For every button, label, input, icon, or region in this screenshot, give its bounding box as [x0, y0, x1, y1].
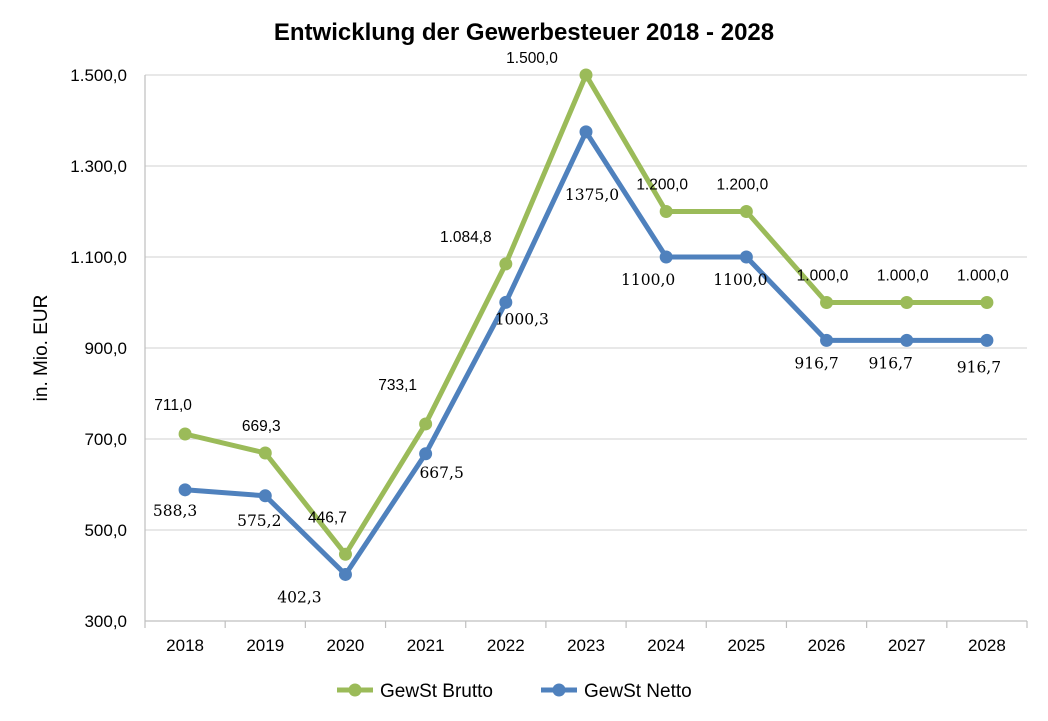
x-tick-label: 2020: [327, 636, 365, 655]
data-point: [820, 333, 834, 347]
data-point: [258, 446, 272, 460]
legend-label: GewSt Netto: [584, 681, 692, 702]
data-labels: 711,0 669,3 446,7 733,1 1.084,8 1.500,0 1.200,…: [153, 50, 1009, 606]
legend: GewSt Brutto GewSt Netto: [337, 681, 692, 702]
series-line-brutto: [182, 72, 990, 557]
data-point: [499, 295, 513, 309]
data-point: [258, 489, 272, 503]
x-tick-label: 2019: [246, 636, 284, 655]
data-point: [338, 547, 352, 561]
x-tick-label: 2025: [727, 636, 765, 655]
chart-title: Entwicklung der Gewerbesteuer 2018 - 202…: [274, 19, 774, 46]
data-label: 711,0: [154, 397, 192, 414]
legend-marker: [348, 683, 362, 697]
data-point: [659, 250, 673, 264]
data-point: [980, 296, 994, 309]
data-label: 1100,0: [713, 271, 767, 289]
data-label: 1.000,0: [877, 268, 929, 285]
y-tick-label: 500,0: [84, 521, 127, 540]
data-point: [178, 427, 192, 441]
x-tick-label: 2027: [888, 636, 926, 655]
x-tick-label: 2018: [166, 636, 204, 655]
data-label: 916,7: [794, 354, 838, 372]
legend-marker: [552, 683, 566, 697]
data-point: [419, 417, 433, 431]
data-point: [739, 250, 753, 264]
data-point: [900, 296, 914, 309]
data-point: [820, 296, 834, 309]
data-label: 669,3: [242, 418, 281, 435]
x-tick-label: 2026: [808, 636, 846, 655]
data-point: [739, 205, 753, 218]
data-point: [338, 567, 352, 581]
y-tick-label: 1.300,0: [70, 157, 127, 176]
data-label: 1.000,0: [957, 268, 1009, 285]
y-tick-label: 1.500,0: [70, 66, 127, 85]
data-label: 588,3: [153, 502, 197, 520]
y-axis-ticks: 300,0 500,0 700,0 900,0 1.100,0 1.300,0 1.500,…: [70, 66, 127, 631]
data-label: 667,5: [419, 464, 463, 482]
data-label: 446,7: [308, 509, 347, 526]
data-label: 1000,3: [495, 310, 549, 328]
data-label: 733,1: [378, 377, 417, 394]
y-tick-label: 1.100,0: [70, 248, 127, 267]
x-tick-label: 2022: [487, 636, 525, 655]
x-tick-label: 2023: [567, 636, 605, 655]
legend-label: GewSt Brutto: [380, 681, 493, 702]
data-point: [579, 125, 593, 139]
series-lines: [178, 68, 994, 581]
data-point: [579, 68, 593, 82]
x-tick-label: 2021: [407, 636, 445, 655]
data-label: 1.200,0: [636, 177, 688, 194]
data-label: 916,7: [957, 358, 1001, 376]
data-label: 1375,0: [565, 186, 619, 204]
data-label: 916,7: [869, 354, 913, 372]
data-point: [980, 333, 994, 347]
data-label: 1100,0: [621, 271, 675, 289]
y-tick-label: 900,0: [84, 339, 127, 358]
data-point: [499, 257, 513, 271]
data-point: [659, 205, 673, 218]
data-label: 1.084,8: [440, 229, 492, 246]
data-label: 1.500,0: [506, 50, 558, 67]
y-tick-label: 300,0: [84, 612, 127, 631]
data-point: [178, 483, 192, 497]
data-label: 402,3: [277, 588, 321, 606]
x-tick-label: 2024: [647, 636, 685, 655]
y-axis-label: in. Mio. EUR: [31, 295, 52, 402]
data-label: 575,2: [237, 512, 281, 530]
x-tick-label: 2028: [968, 636, 1006, 655]
data-label: 1.200,0: [717, 177, 769, 194]
data-point: [900, 333, 914, 347]
y-tick-label: 700,0: [84, 430, 127, 449]
data-point: [419, 447, 433, 461]
x-axis-ticks: 2018 2019 2020 2021 2022 2023 2024 2025 2026 2027…: [166, 636, 1006, 655]
data-label: 1.000,0: [797, 268, 849, 285]
gridlines: [144, 74, 1028, 628]
